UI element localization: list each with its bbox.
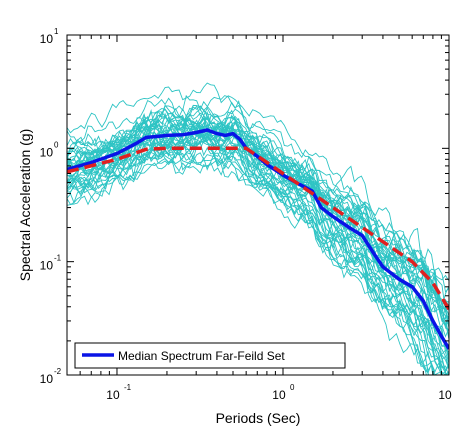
record-spectra-group — [67, 82, 449, 375]
record-spectrum-line — [67, 131, 449, 359]
record-spectrum-line — [67, 142, 447, 375]
y-tick-label-exponent: 0 — [54, 140, 59, 149]
x-tick-label: 10 — [272, 388, 286, 402]
y-tick-label: 10 — [40, 259, 54, 273]
record-spectrum-line — [67, 110, 449, 309]
legend-label-median: Median Spectrum Far-Feild Set — [118, 349, 285, 363]
record-spectrum-line — [67, 116, 449, 368]
record-spectrum-line — [67, 107, 449, 307]
legend: Median Spectrum Far-Feild Set — [74, 342, 346, 369]
y-tick-label: 10 — [40, 145, 54, 159]
record-spectrum-line — [67, 120, 449, 364]
y-axis-label: Spectral Acceleration (g) — [17, 129, 33, 282]
record-spectrum-line — [67, 114, 449, 328]
y-tick-label-exponent: -1 — [54, 254, 62, 263]
record-spectrum-line — [67, 82, 449, 316]
y-tick-label-exponent: -2 — [54, 367, 62, 376]
plot-frame — [66, 34, 450, 376]
x-axis-label: Periods (Sec) — [216, 410, 301, 426]
y-tick-label: 10 — [40, 372, 54, 386]
design-spectrum-line — [67, 146, 449, 311]
summary-lines-group — [67, 128, 449, 350]
x-tick-label: 10 — [438, 388, 452, 402]
legend-box — [74, 342, 346, 369]
y-tick-label: 10 — [40, 32, 54, 46]
x-tick-label: 10 — [106, 388, 120, 402]
x-tick-label-exponent: -1 — [124, 383, 132, 392]
y-tick-label-exponent: 1 — [54, 27, 59, 36]
record-spectrum-line — [67, 149, 448, 375]
x-tick-label-exponent: 0 — [290, 383, 295, 392]
